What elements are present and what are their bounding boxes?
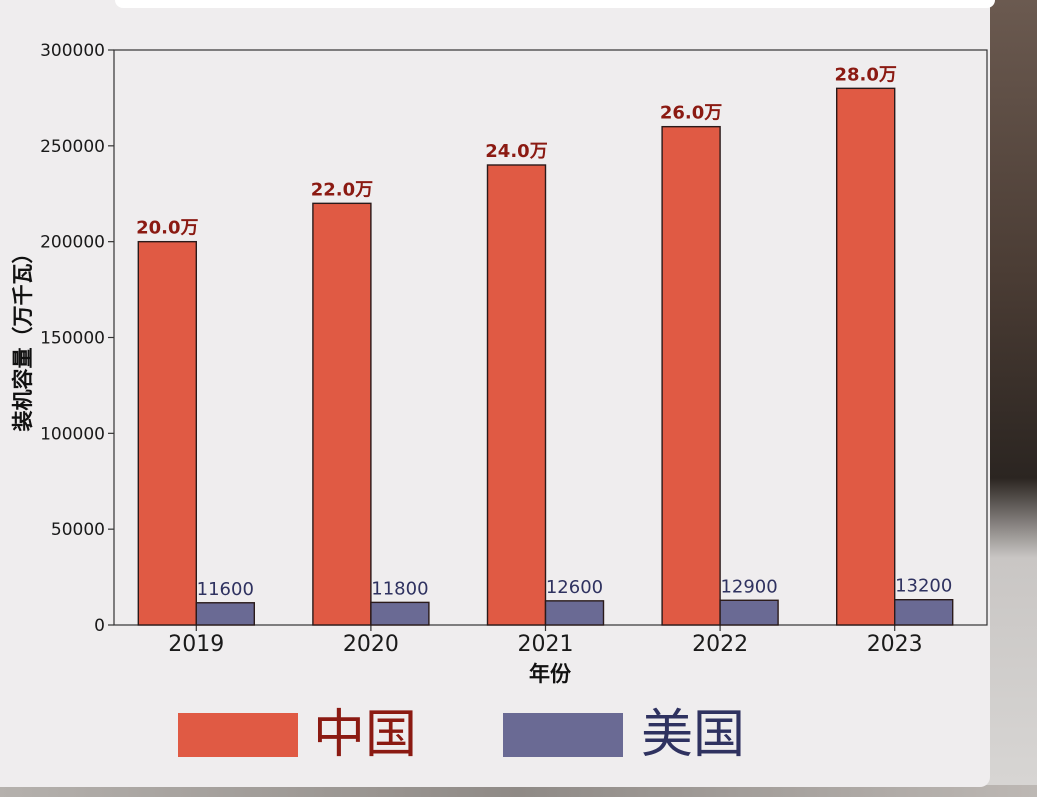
y-tick-label: 0 (94, 616, 105, 636)
bar-usa (195, 602, 256, 626)
bar-chart: 0 50000 100000 150000 200000 250000 300000 201… (11, 41, 988, 686)
data-label-usa: 13200 (895, 576, 952, 597)
bar-china (486, 164, 547, 626)
top-strip (115, 0, 995, 8)
bar-usa (719, 599, 779, 626)
data-label-usa: 11600 (197, 579, 254, 600)
x-tick-label: 2019 (168, 632, 224, 657)
bar-china (836, 87, 896, 626)
data-label-usa: 12600 (546, 577, 603, 598)
data-label-china: 28.0万 (834, 64, 896, 85)
x-axis-title: 年份 (529, 662, 572, 686)
data-label-china: 20.0万 (136, 218, 198, 239)
legend-swatch-usa (503, 713, 623, 757)
data-label-china: 24.0万 (485, 141, 547, 162)
y-axis-title: 装机容量（万千瓦） (11, 243, 35, 432)
legend: 中国 美国 (0, 700, 990, 780)
y-tick-label: 300000 (40, 41, 105, 61)
bar-china (661, 125, 721, 626)
legend-swatch-china (178, 713, 298, 757)
legend-label-usa: 美国 (641, 705, 746, 765)
bar-usa (544, 600, 605, 626)
data-label-usa: 11800 (371, 578, 428, 599)
x-tick-label: 2020 (343, 632, 399, 657)
x-tick-label: 2023 (867, 632, 923, 657)
data-label-china: 26.0万 (660, 103, 722, 124)
x-tick-label: 2022 (692, 632, 748, 657)
bar-usa (894, 599, 954, 626)
y-tick-label: 250000 (40, 137, 105, 157)
y-tick-label: 50000 (51, 520, 105, 540)
y-tick-label: 100000 (40, 424, 105, 444)
x-axis: 2019 2020 2021 2022 2023 (168, 625, 923, 657)
data-label-usa: 12900 (720, 576, 777, 597)
data-labels: 20.0万 11600 22.0万 11800 24.0万 12600 26.0万 12900… (136, 64, 952, 599)
bar-china (137, 240, 198, 626)
y-axis: 0 50000 100000 150000 200000 250000 300000 (40, 41, 114, 636)
y-tick-label: 200000 (40, 233, 105, 253)
bar-usa (370, 601, 430, 626)
data-label-china: 22.0万 (311, 179, 373, 200)
y-tick-label: 150000 (40, 329, 105, 349)
bars (137, 87, 954, 626)
x-tick-label: 2021 (518, 632, 574, 657)
background-bottom (0, 785, 1037, 797)
legend-label-china: 中国 (313, 705, 418, 765)
bar-china (312, 202, 372, 626)
